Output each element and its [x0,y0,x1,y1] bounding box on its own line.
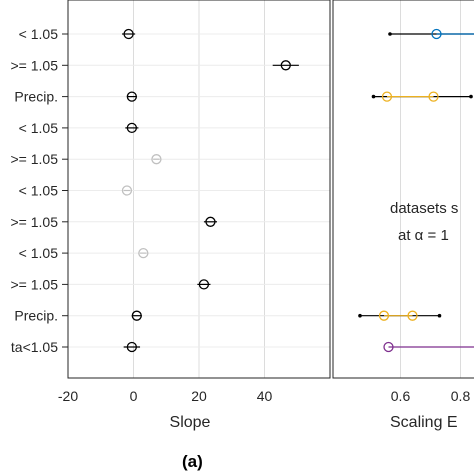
right-gridlines [400,0,461,378]
right-interval-end [469,94,473,99]
annotation-line-1: datasets s [390,200,458,217]
row-label: < 1.05 [19,26,59,42]
row-label: >= 1.05 [11,151,59,167]
left-data-point [131,310,142,321]
right-x-axis-label: Scaling E [390,414,458,431]
left-panel: -20 0 20 40 < 1.05 >= 1.05 Precip. < 1.05 >= 1.… [11,0,331,431]
right-data-marks [358,28,474,353]
right-interval-end [371,94,376,99]
left-x-tick-label: 40 [257,388,273,404]
right-plot-area [333,0,474,378]
row-label: >= 1.05 [11,276,59,292]
left-x-tick-label: -20 [58,388,78,404]
right-data-point [378,310,390,321]
right-data-point [407,310,418,321]
left-data-point [198,279,210,290]
left-x-tick-label: 0 [130,388,138,404]
row-label: ta<1.05 [11,339,58,355]
left-data-point [121,185,133,196]
left-tick-labels: -20 0 20 40 [58,388,273,404]
left-data-point [126,122,138,134]
row-label: >= 1.05 [11,214,59,230]
left-data-point [126,91,138,102]
left-data-point [205,216,216,227]
row-label: < 1.05 [19,120,59,136]
right-data-point [381,91,393,102]
right-data-point [428,91,439,102]
left-data-marks [121,28,299,353]
left-x-tick-label: 20 [191,388,207,404]
annotation-line-2: at α = 1 [398,227,449,244]
right-data-point [431,28,442,40]
left-data-point [126,341,138,353]
left-gridlines [62,0,330,378]
right-interval-end [358,313,362,318]
row-label: Precip. [14,89,58,105]
right-x-tick-label: 0.6 [391,388,411,404]
right-interval-end [437,313,442,318]
figure-panel-label: (a) [182,452,203,471]
right-tick-labels: 0.6 0.8 [391,388,471,404]
row-label: < 1.05 [19,245,59,261]
right-data-point [383,341,394,353]
row-label: Precip. [14,308,58,324]
left-axes-box [67,0,331,379]
row-label: >= 1.05 [11,57,59,73]
left-data-point [151,154,162,165]
row-labels: < 1.05 >= 1.05 Precip. < 1.05 >= 1.05 < 1.05 >… [11,26,59,355]
left-data-point [280,60,291,71]
right-panel: 0.6 0.8 datasets s at α = 1 Scaling E [332,0,474,431]
left-data-point [138,247,149,259]
row-label: < 1.05 [19,183,59,199]
right-x-tick-label: 0.8 [451,388,471,404]
left-x-axis-label: Slope [170,414,211,431]
right-axes-box [332,0,474,379]
right-interval-end [388,32,392,36]
left-data-point [123,28,134,40]
